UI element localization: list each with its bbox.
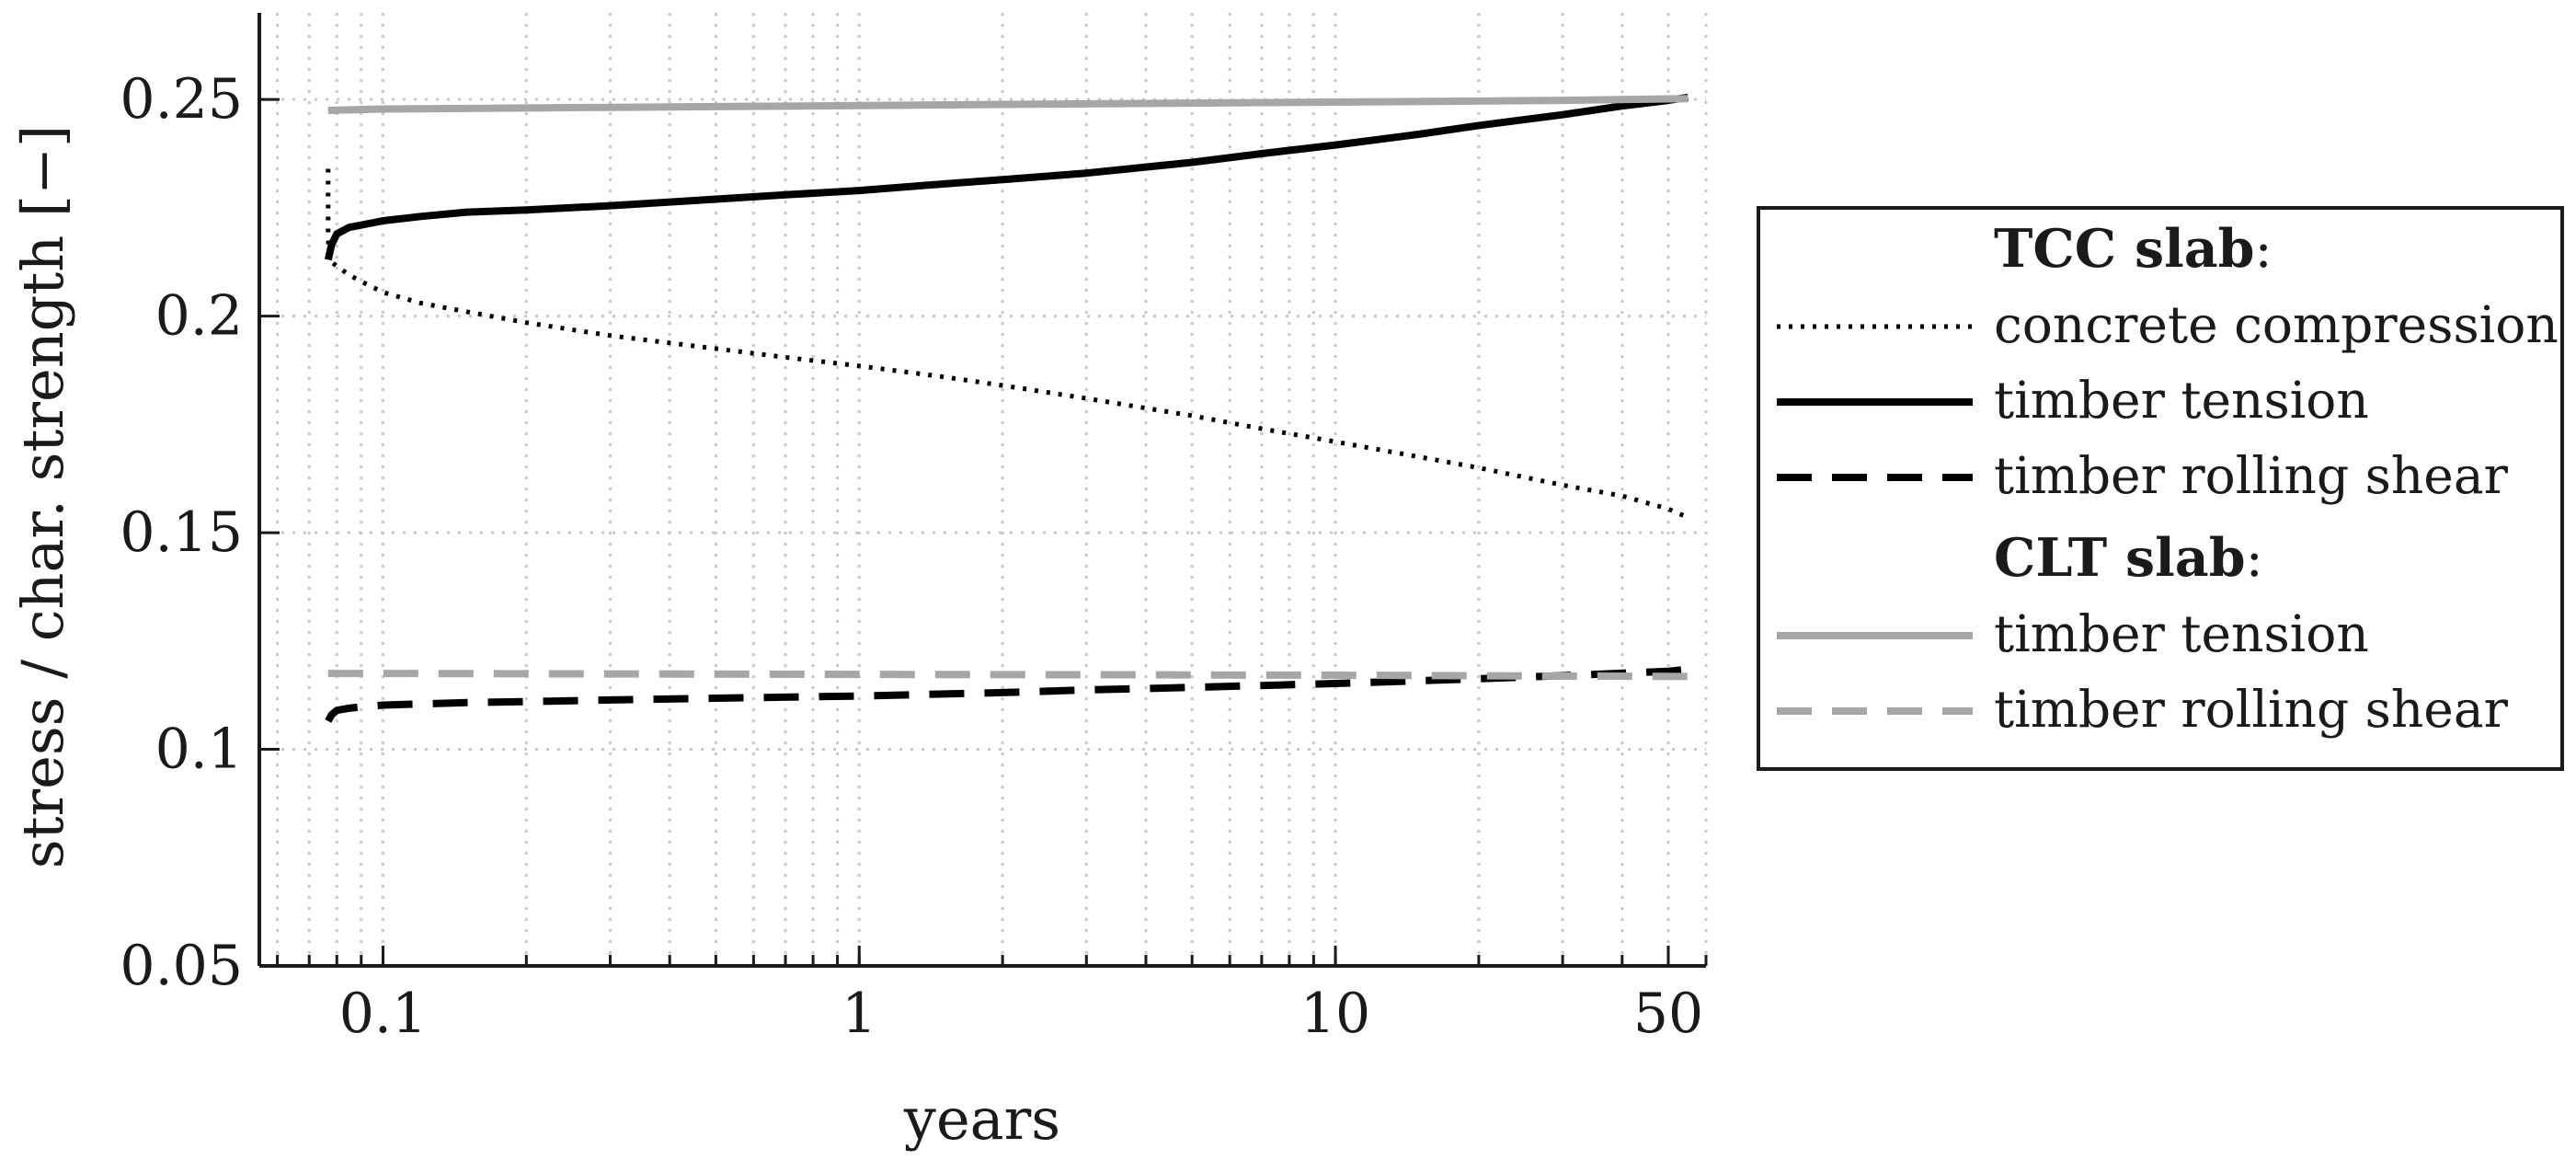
legend-label-timber-rolling-shear: timber rolling shear	[1994, 680, 2509, 739]
y-tick-label: 0.2	[155, 284, 243, 349]
series-tcc-slab-timber-tension	[324, 93, 1689, 261]
legend-label-timber-tension: timber tension	[1994, 371, 2369, 430]
legend-items: TCC slab: concrete compression timber tens…	[1777, 218, 2559, 739]
legend-label-timber-rolling-shear: timber rolling shear	[1994, 446, 2509, 505]
y-axis-title: stress / char. strength [−]	[9, 125, 76, 868]
legend-heading-suffix: :	[2255, 219, 2273, 280]
legend: TCC slab: concrete compression timber tens…	[1757, 206, 2564, 771]
legend-heading-suffix: :	[2246, 528, 2263, 589]
legend-label-timber-tension: timber tension	[1994, 604, 2369, 663]
series-tcc-slab-timber-rolling-shear	[325, 665, 1689, 723]
y-tick-label: 0.15	[120, 500, 243, 565]
legend-box	[1757, 206, 2564, 771]
grid	[259, 13, 1708, 968]
legend-heading: CLT slab:	[1994, 527, 2263, 589]
series-tcc-slab-concrete-compression	[326, 168, 1689, 520]
x-tick-label: 0.1	[339, 982, 427, 1046]
series-clt-slab-timber-rolling-shear	[327, 670, 1689, 681]
tick-labels: 0.1 1 10 50 0.05 0.1 0.15 0.2 0.25	[120, 67, 1703, 1046]
legend-heading: TCC slab:	[1994, 218, 2273, 280]
x-axis-title: years	[903, 1085, 1060, 1153]
x-tick-label: 1	[841, 982, 876, 1046]
legend-label-concrete-compression: concrete compression	[1994, 295, 2559, 354]
x-tick-label: 50	[1633, 982, 1703, 1046]
series-clt-slab-timber-tension	[327, 95, 1689, 114]
x-tick-label: 10	[1300, 982, 1370, 1046]
y-tick-label: 0.1	[155, 718, 243, 782]
y-tick-label: 0.25	[120, 67, 243, 132]
y-tick-label: 0.05	[120, 934, 243, 998]
axes	[258, 13, 1708, 968]
data-series	[324, 93, 1689, 723]
